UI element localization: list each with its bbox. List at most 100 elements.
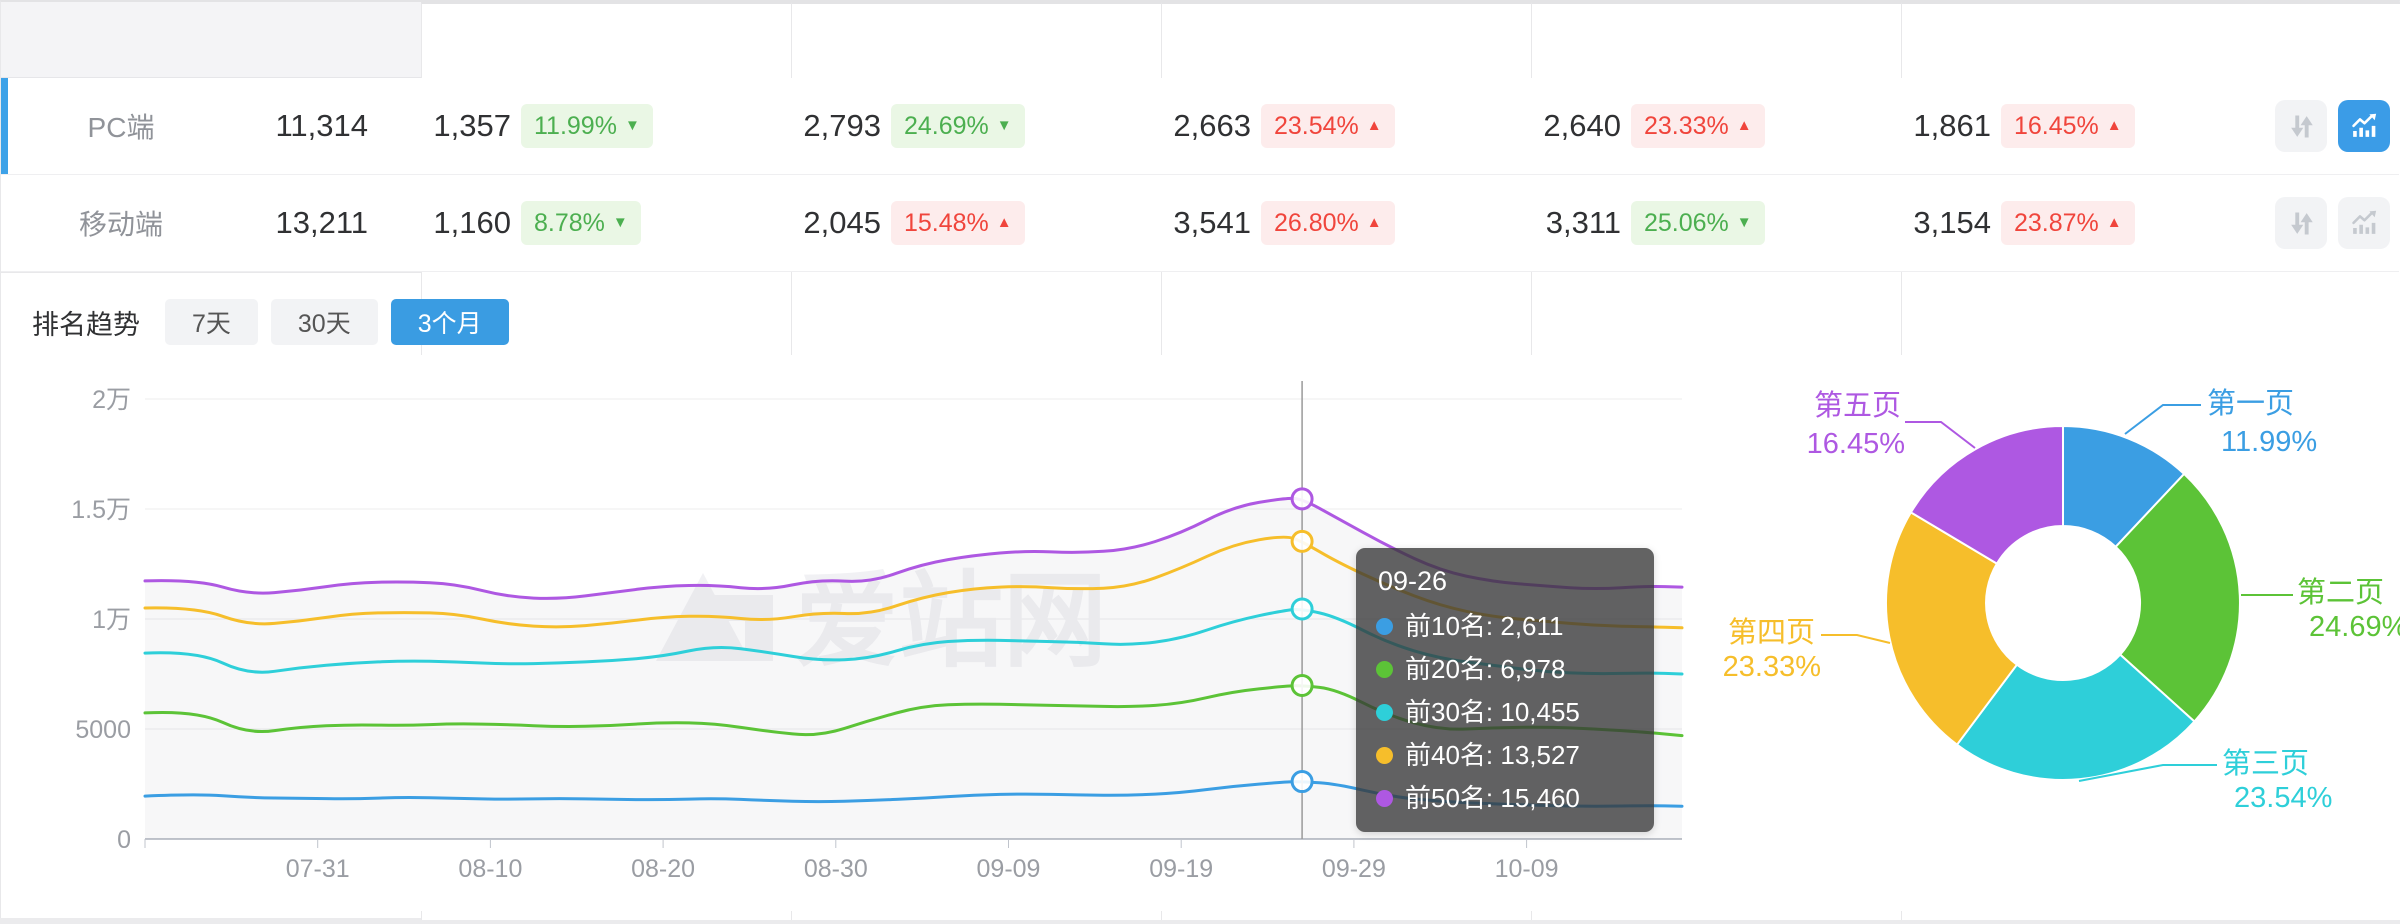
table-row-mobile: 移动端 13,211 1,160 8.78% ▼ 2,045 15.48% ▲ 3,541 26.… [1, 175, 2399, 272]
donut-slice-第一页[interactable] [2062, 425, 2186, 548]
y-axis-label: 0 [117, 826, 131, 854]
time-range-tabs: 7天 30天 3个月 [140, 299, 509, 345]
x-axis-label: 09-29 [1322, 855, 1386, 883]
platform-name: 移动端 [78, 209, 163, 240]
tooltip-value: 前50名: 15,460 [1405, 783, 1580, 813]
arrow-up-icon: ▲ [2106, 214, 2122, 232]
show-trend-button[interactable] [2338, 100, 2390, 152]
page4-change-badge: 23.33% ▲ [1631, 103, 1765, 149]
tooltip-row-前50名: 前50名: 15,460 [1376, 777, 1634, 820]
donut-percent-第四页: 23.33% [1723, 651, 1821, 683]
page3-change-badge: 23.54% ▲ [1261, 103, 1395, 149]
tooltip-value: 前30名: 10,455 [1405, 697, 1580, 727]
hover-marker-前50名 [1290, 487, 1314, 511]
page1-change-badge: 8.78% ▼ [521, 200, 641, 246]
x-axis-label: 07-31 [286, 855, 350, 883]
arrow-down-icon: ▼ [624, 117, 640, 135]
x-axis-label: 08-10 [458, 855, 522, 883]
sort-arrows-icon [2290, 212, 2313, 234]
donut-percent-第一页: 11.99% [2221, 426, 2317, 458]
donut-leader-line [2124, 404, 2201, 435]
y-axis-label: 1万 [92, 606, 131, 634]
area-fill [145, 498, 1682, 839]
page1-change-badge: 11.99% ▼ [521, 103, 653, 149]
x-axis-label: 10-09 [1495, 855, 1559, 883]
donut-label-第一页: 第一页 [2207, 387, 2294, 420]
page3-count: 3,541 [1173, 205, 1251, 240]
page5-count: 1,861 [1913, 108, 1991, 143]
trend-tab-1[interactable]: 7天 [165, 299, 258, 345]
sort-arrows-icon [2290, 115, 2313, 137]
donut-slice-第二页[interactable] [2114, 472, 2241, 723]
page4-change-badge: 25.06% ▼ [1631, 200, 1765, 246]
table-row-pc: PC端 11,314 1,357 11.99% ▼ 2,793 24.69% ▼ 2,663 23… [1, 78, 2399, 175]
table-body: PC端 11,314 1,357 11.99% ▼ 2,793 24.69% ▼ 2,663 23… [1, 78, 2399, 272]
y-axis-label: 2万 [92, 386, 131, 414]
hover-marker-前10名 [1290, 770, 1314, 794]
tooltip-row-前30名: 前30名: 10,455 [1376, 691, 1634, 734]
tooltip-row-前40名: 前40名: 13,527 [1376, 734, 1634, 777]
tooltip-value: 前10名: 2,611 [1405, 611, 1564, 641]
donut-percent-第二页: 24.69% [2309, 611, 2400, 643]
series-dot-icon [1376, 704, 1393, 721]
hover-marker-前30名 [1290, 597, 1314, 621]
arrow-down-icon: ▼ [1736, 214, 1752, 232]
page2-change-badge: 15.48% ▲ [891, 200, 1025, 246]
trend-title: 排名趋势 [32, 309, 140, 340]
page4-count: 3,311 [1545, 205, 1621, 240]
charts-section: 2万 1.5万 1万 5000 0 07-31 08-10 08-20 08-30 09-09 09… [1, 355, 2400, 911]
tooltip-rows: 前10名: 2,611 前20名: 6,978 前30名: 10,455 前40名: … [1376, 605, 1634, 820]
trend-tab-3[interactable]: 3个月 [390, 299, 509, 345]
page1-count: 1,357 [433, 108, 511, 143]
arrow-up-icon: ▲ [1366, 214, 1382, 232]
page4-count: 2,640 [1543, 108, 1621, 143]
x-axis-label: 09-09 [977, 855, 1041, 883]
page2-count: 2,045 [803, 205, 881, 240]
tooltip-date: 09-26 [1378, 566, 1448, 596]
tooltip-row-前10名: 前10名: 2,611 [1376, 605, 1634, 648]
donut-leader-line [1821, 634, 1891, 644]
total-words: 11,314 [275, 108, 368, 143]
arrow-up-icon: ▲ [2106, 117, 2122, 135]
tooltip-value: 前40名: 13,527 [1405, 740, 1580, 770]
hover-marker-前20名 [1290, 673, 1314, 697]
page3-change-badge: 26.80% ▲ [1261, 200, 1395, 246]
x-axis-label: 09-19 [1149, 855, 1213, 883]
x-axis-label: 08-20 [631, 855, 695, 883]
donut-slice-第四页[interactable] [1885, 511, 2018, 746]
donut-label-第四页: 第四页 [1728, 616, 1815, 649]
donut-label-第三页: 第三页 [2222, 747, 2309, 780]
trend-tab-2[interactable]: 30天 [270, 299, 378, 345]
page5-change-badge: 16.45% ▲ [2001, 103, 2135, 149]
donut-slice-第五页[interactable] [1909, 425, 2064, 565]
arrow-up-icon: ▲ [996, 214, 1012, 232]
arrow-up-icon: ▲ [1736, 117, 1752, 135]
donut-percent-第三页: 23.54% [2234, 782, 2332, 814]
donut-leader-line [2078, 764, 2217, 782]
hover-marker-前40名 [1290, 529, 1314, 553]
tooltip-row-前20名: 前20名: 6,978 [1376, 648, 1634, 691]
page1-count: 1,160 [433, 205, 511, 240]
chart-tooltip: 09-26 前10名: 2,611 前20名: 6,978 前30名: 10,455… [1356, 548, 1654, 832]
sort-button[interactable] [2275, 197, 2327, 249]
platform-name: PC端 [87, 112, 155, 143]
page5-count: 3,154 [1913, 205, 1991, 240]
page2-change-badge: 24.69% ▼ [891, 103, 1025, 149]
sort-button[interactable] [2275, 100, 2327, 152]
donut-leader-line [1905, 421, 1976, 449]
arrow-down-icon: ▼ [612, 214, 628, 232]
show-trend-button[interactable] [2338, 197, 2390, 249]
donut-slice-第三页[interactable] [1956, 653, 2196, 781]
total-words: 13,211 [275, 205, 368, 240]
arrow-down-icon: ▼ [996, 117, 1012, 135]
page3-count: 2,663 [1173, 108, 1251, 143]
series-dot-icon [1376, 790, 1393, 807]
series-dot-icon [1376, 618, 1393, 635]
page5-change-badge: 23.87% ▲ [2001, 200, 2135, 246]
page2-count: 2,793 [803, 108, 881, 143]
arrow-up-icon: ▲ [1366, 117, 1382, 135]
